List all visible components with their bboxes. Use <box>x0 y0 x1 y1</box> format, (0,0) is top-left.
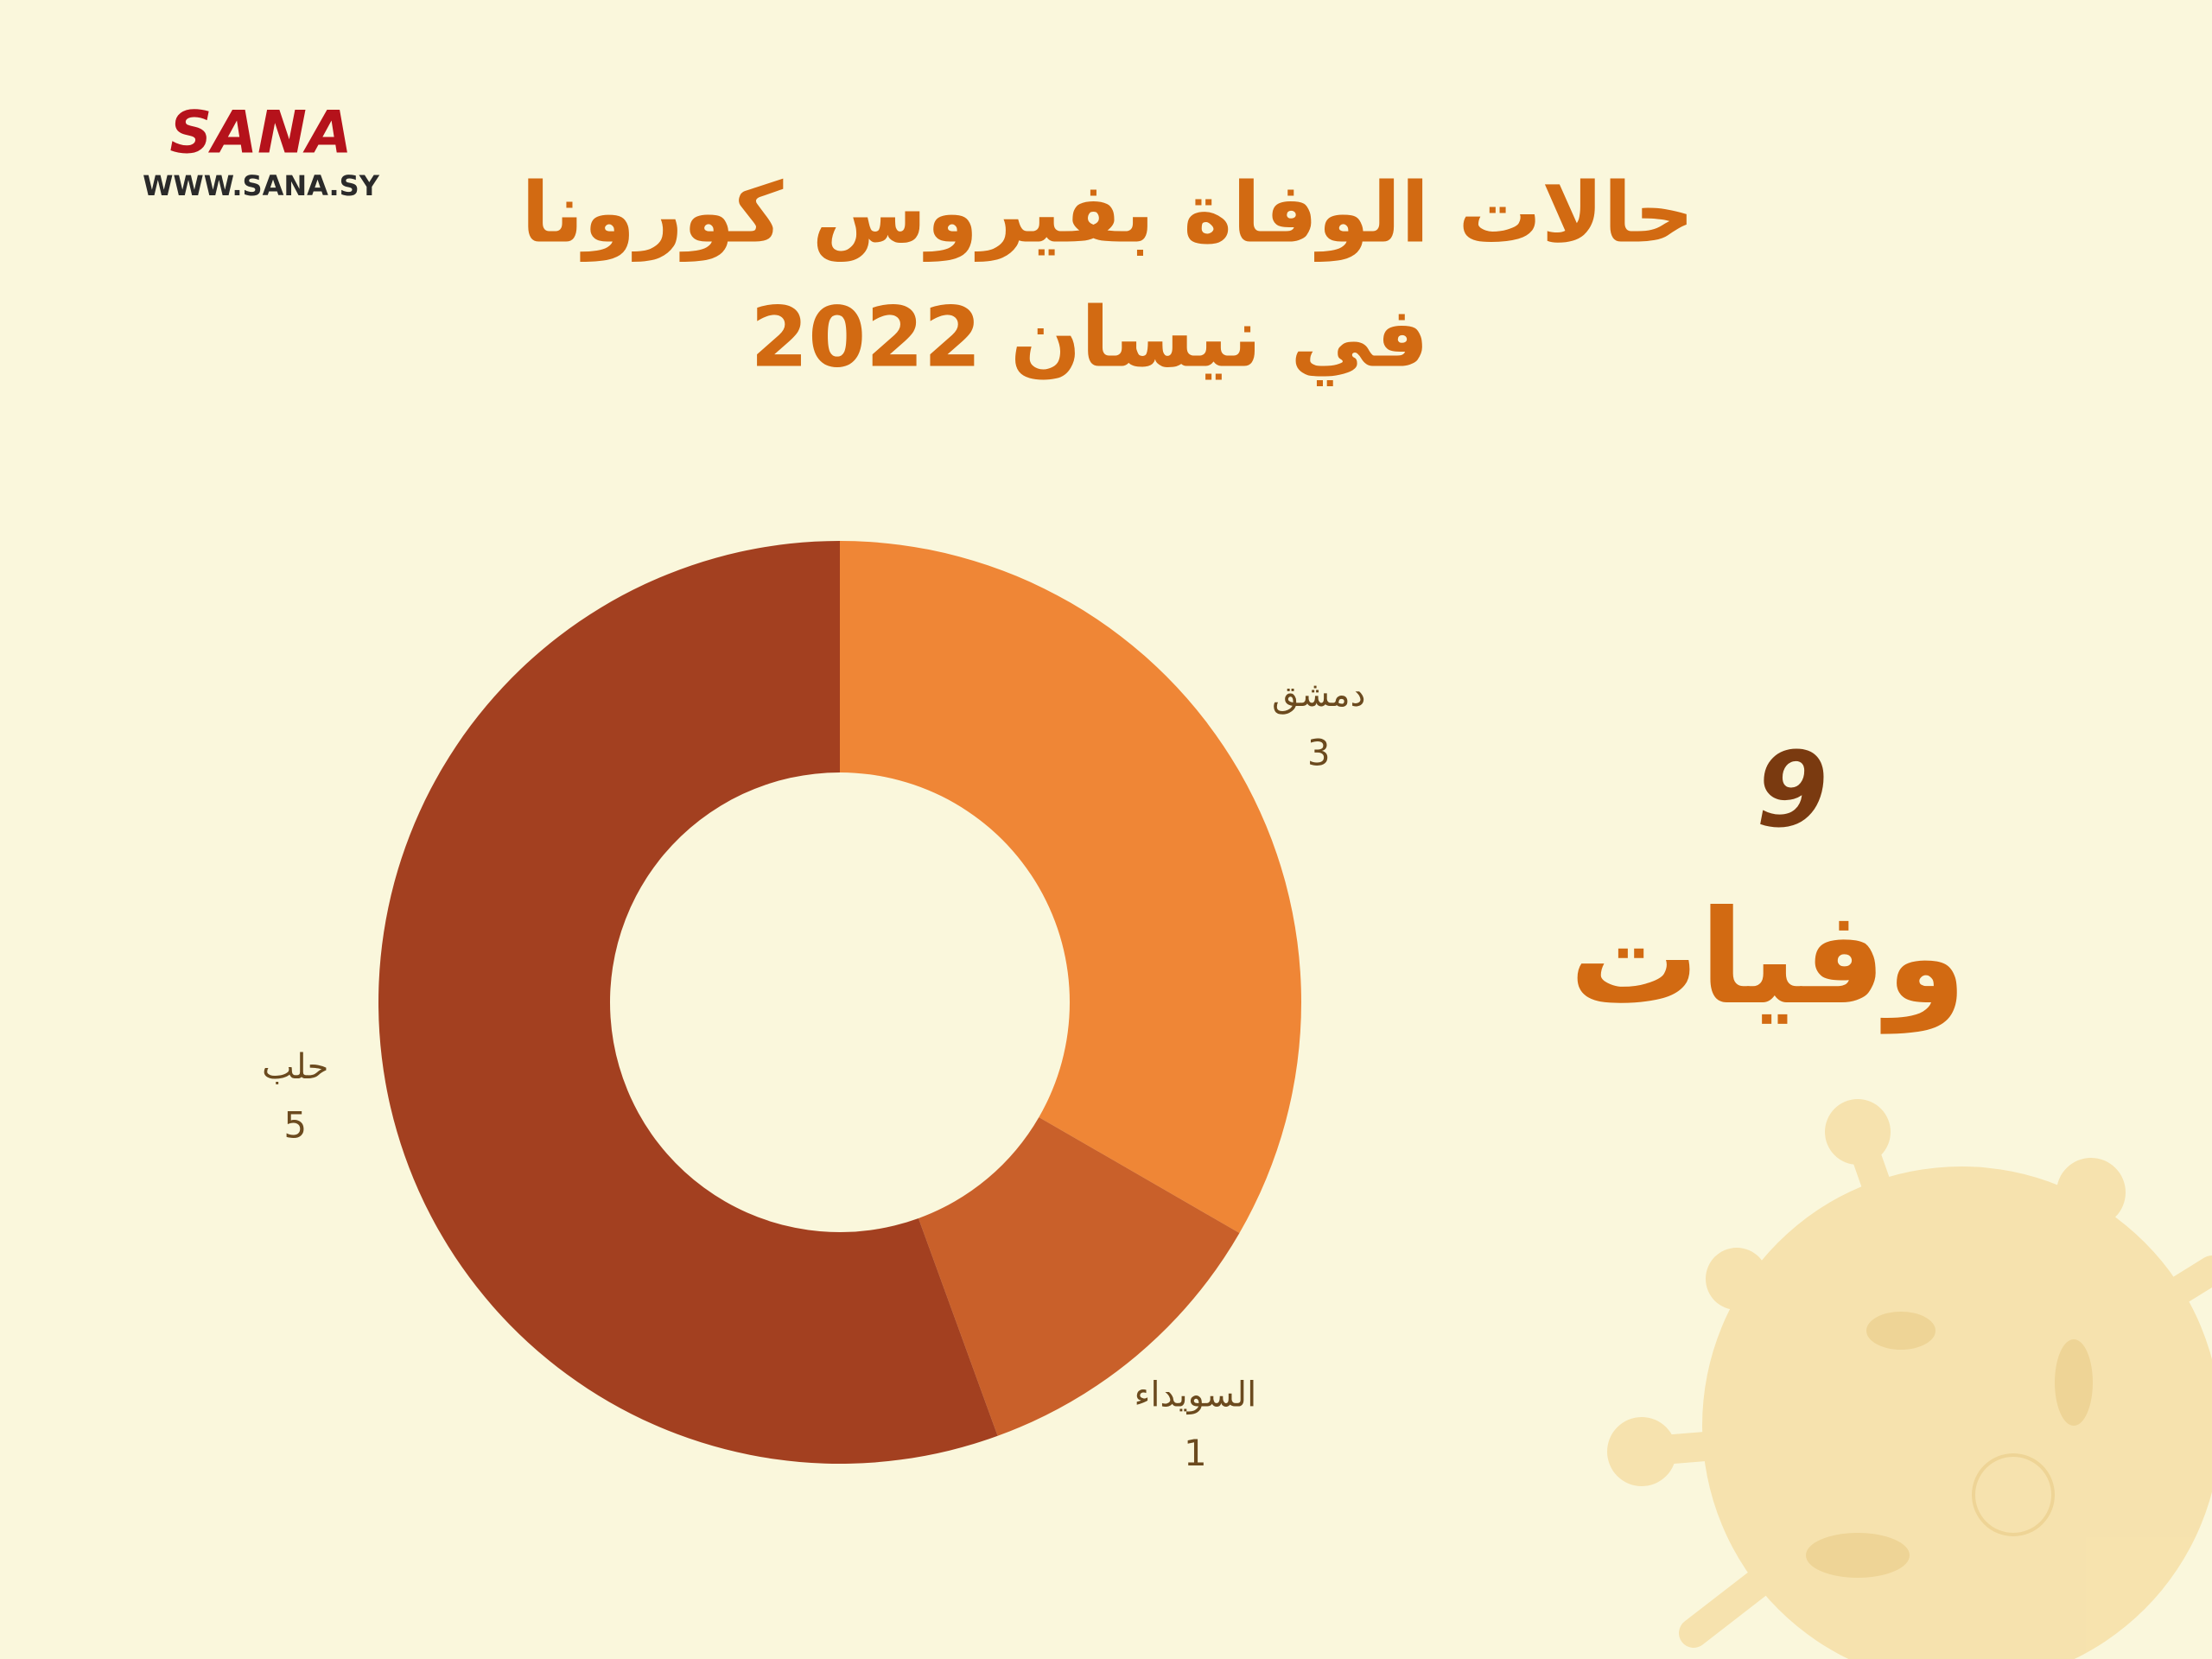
donut-segment <box>918 1117 1240 1436</box>
donut-segment <box>378 541 998 1464</box>
virus-decoration <box>1607 1099 2212 1659</box>
segment-label: السويداء <box>1135 1375 1257 1414</box>
logo-url: WWW.SANA.SY <box>143 169 380 202</box>
segment-label: حلب <box>262 1047 328 1087</box>
chart-subtitle: في نيسان 2022 <box>751 289 1429 386</box>
total-value: 9 <box>1756 731 1828 851</box>
segment-value: 5 <box>283 1104 307 1147</box>
logo-name: SANA <box>169 99 352 168</box>
segment-label: دمشق <box>1272 675 1365 715</box>
donut-segment <box>840 541 1301 1233</box>
segment-value: 3 <box>1307 732 1331 774</box>
segment-value: 1 <box>1184 1432 1207 1474</box>
chart-title: حالات الوفاة بفيروس كورونا <box>521 164 1694 262</box>
total-label: وفيات <box>1569 883 1967 1034</box>
